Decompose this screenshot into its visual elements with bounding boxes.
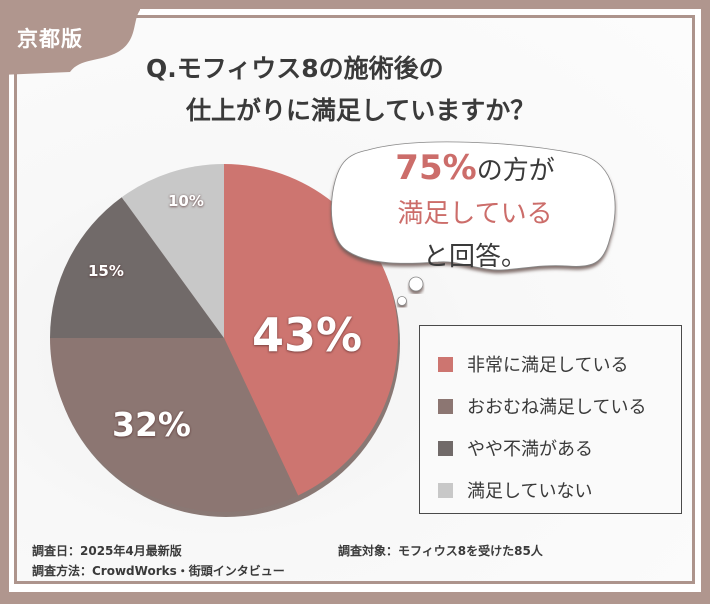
- legend-swatch: [438, 356, 453, 372]
- legend-item-somewhat-dissatisfied: やや不満がある: [438, 427, 681, 469]
- legend-swatch: [438, 398, 453, 414]
- thought-bubble: [328, 138, 618, 308]
- survey-info-left: 調査日：2025年4月最新版 調査方法：CrowdWorks・街頭インタビュー: [32, 541, 285, 581]
- pie-chart: [40, 155, 420, 535]
- region-badge: [0, 0, 140, 75]
- pie-label-mostly-satisfied: 32%: [112, 405, 191, 444]
- legend-item-mostly-satisfied: おおむね満足している: [438, 385, 681, 427]
- survey-target: 調査対象：モフィウス8を受けた85人: [338, 544, 543, 558]
- pie-slice: [50, 197, 224, 338]
- legend-swatch: [438, 482, 453, 498]
- legend-item-very-satisfied: 非常に満足している: [438, 343, 681, 385]
- legend-label: やや不満がある: [467, 439, 593, 460]
- callout-line2: 満足している: [397, 199, 553, 229]
- callout-text: 75%の方が 満足している と回答。: [340, 148, 610, 280]
- legend-label: おおむね満足している: [467, 397, 647, 418]
- legend-item-not-satisfied: 満足していない: [438, 469, 681, 511]
- legend-label: 非常に満足している: [467, 355, 629, 376]
- pie-svg: [50, 164, 400, 517]
- survey-method: 調査方法：CrowdWorks・街頭インタビュー: [32, 564, 285, 578]
- badge-shape: [0, 0, 140, 75]
- callout-line1: の方が: [476, 156, 555, 186]
- legend-swatch: [438, 440, 453, 456]
- survey-date: 調査日：2025年4月最新版: [32, 544, 182, 558]
- survey-info-right: 調査対象：モフィウス8を受けた85人: [338, 541, 543, 561]
- title-line-1: Q.モフィウス8の施術後の: [146, 54, 444, 83]
- region-label: 京都版: [17, 27, 83, 51]
- pie-slice: [121, 164, 224, 338]
- pie-label-not-satisfied: 10%: [168, 192, 204, 210]
- pie-slice: [50, 338, 299, 512]
- bubble-shape: [331, 141, 616, 306]
- callout-line3: と回答。: [422, 242, 527, 272]
- title-line-2: 仕上がりに満足していますか？: [186, 96, 536, 125]
- legend-label: 満足していない: [467, 481, 593, 502]
- pie-label-very-satisfied: 43%: [252, 308, 363, 362]
- page-title: Q.モフィウス8の施術後の 仕上がりに満足していますか？: [140, 48, 560, 132]
- pie-label-somewhat-dissatisfied: 15%: [88, 262, 124, 280]
- callout-percent: 75%: [395, 148, 477, 188]
- chart-legend: 非常に満足している おおむね満足している やや不満がある 満足していない: [419, 325, 682, 514]
